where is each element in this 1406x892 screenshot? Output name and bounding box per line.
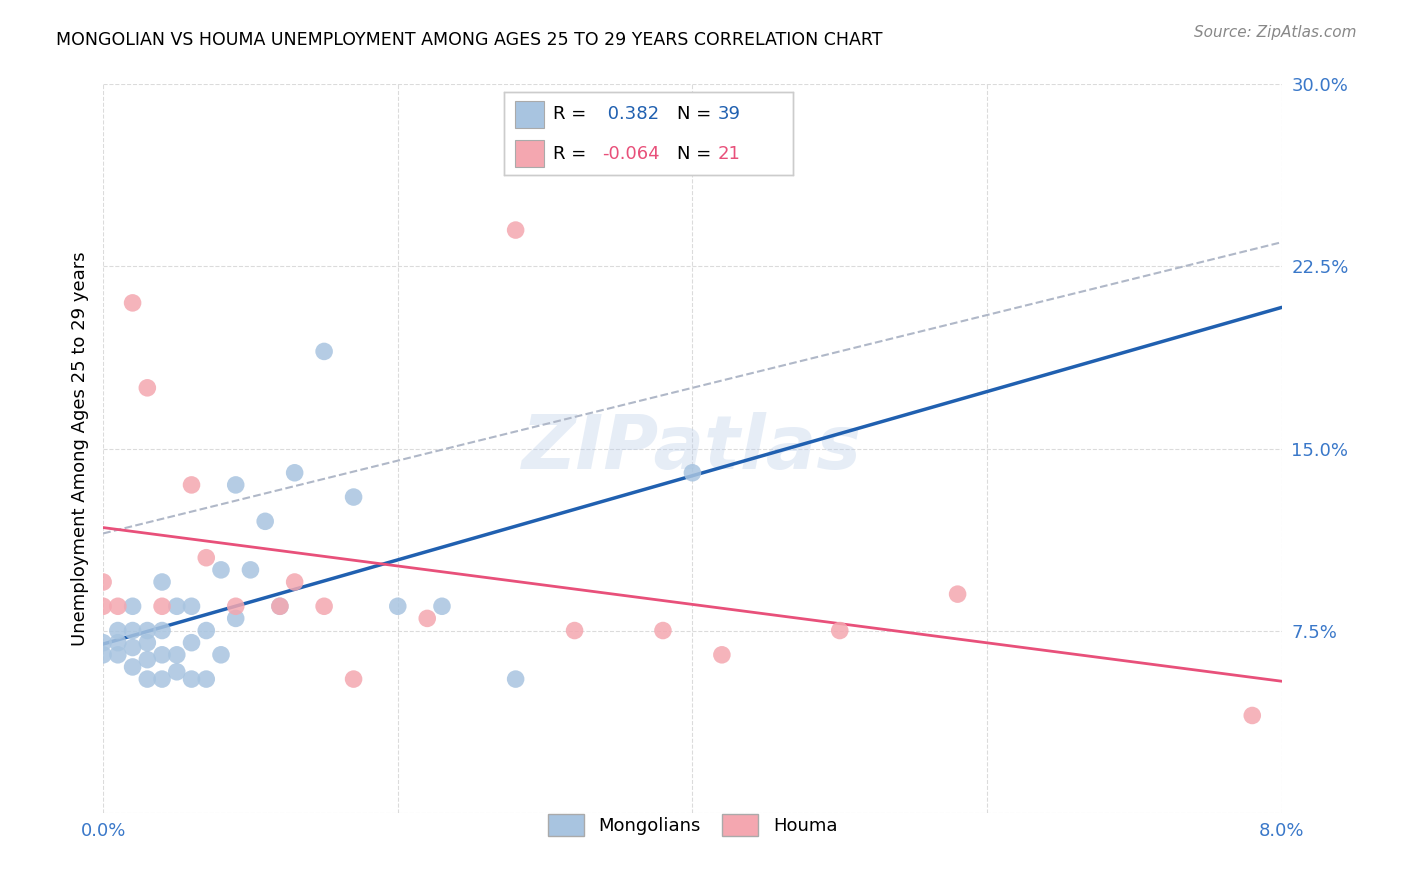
- Point: [107, 648, 129, 662]
- Point: [107, 624, 129, 638]
- Point: [225, 611, 247, 625]
- Point: [430, 599, 453, 614]
- Point: [166, 599, 188, 614]
- Point: [284, 466, 307, 480]
- Point: [136, 635, 159, 649]
- Point: [342, 672, 364, 686]
- Point: [121, 640, 143, 655]
- Point: [150, 599, 173, 614]
- Point: [225, 478, 247, 492]
- Point: [136, 672, 159, 686]
- Point: [342, 490, 364, 504]
- Point: [225, 599, 247, 614]
- Text: MONGOLIAN VS HOUMA UNEMPLOYMENT AMONG AGES 25 TO 29 YEARS CORRELATION CHART: MONGOLIAN VS HOUMA UNEMPLOYMENT AMONG AG…: [56, 31, 883, 49]
- Text: ZIPatlas: ZIPatlas: [523, 412, 862, 485]
- Point: [121, 624, 143, 638]
- Point: [681, 466, 703, 480]
- Point: [416, 611, 439, 625]
- Point: [209, 648, 232, 662]
- Point: [166, 665, 188, 679]
- Point: [150, 672, 173, 686]
- Point: [946, 587, 969, 601]
- Point: [254, 514, 277, 528]
- Point: [107, 599, 129, 614]
- Point: [121, 296, 143, 310]
- Point: [284, 574, 307, 589]
- Text: Source: ZipAtlas.com: Source: ZipAtlas.com: [1194, 25, 1357, 40]
- Point: [209, 563, 232, 577]
- Point: [505, 223, 527, 237]
- Point: [180, 478, 202, 492]
- Point: [828, 624, 851, 638]
- Point: [505, 672, 527, 686]
- Point: [136, 624, 159, 638]
- Point: [387, 599, 409, 614]
- Point: [564, 624, 586, 638]
- Point: [150, 624, 173, 638]
- Legend: Mongolians, Houma: Mongolians, Houma: [540, 807, 845, 844]
- Point: [195, 550, 218, 565]
- Point: [121, 660, 143, 674]
- Point: [150, 648, 173, 662]
- Point: [710, 648, 733, 662]
- Point: [652, 624, 675, 638]
- Point: [107, 635, 129, 649]
- Point: [314, 344, 336, 359]
- Point: [195, 624, 218, 638]
- Point: [121, 599, 143, 614]
- Point: [314, 599, 336, 614]
- Point: [91, 599, 114, 614]
- Point: [180, 635, 202, 649]
- Point: [180, 599, 202, 614]
- Point: [269, 599, 291, 614]
- Y-axis label: Unemployment Among Ages 25 to 29 years: Unemployment Among Ages 25 to 29 years: [72, 252, 89, 646]
- Point: [150, 574, 173, 589]
- Point: [91, 574, 114, 589]
- Point: [239, 563, 262, 577]
- Point: [195, 672, 218, 686]
- Point: [1241, 708, 1264, 723]
- Point: [136, 653, 159, 667]
- Point: [269, 599, 291, 614]
- Point: [180, 672, 202, 686]
- Point: [91, 648, 114, 662]
- Point: [91, 635, 114, 649]
- Point: [166, 648, 188, 662]
- Point: [136, 381, 159, 395]
